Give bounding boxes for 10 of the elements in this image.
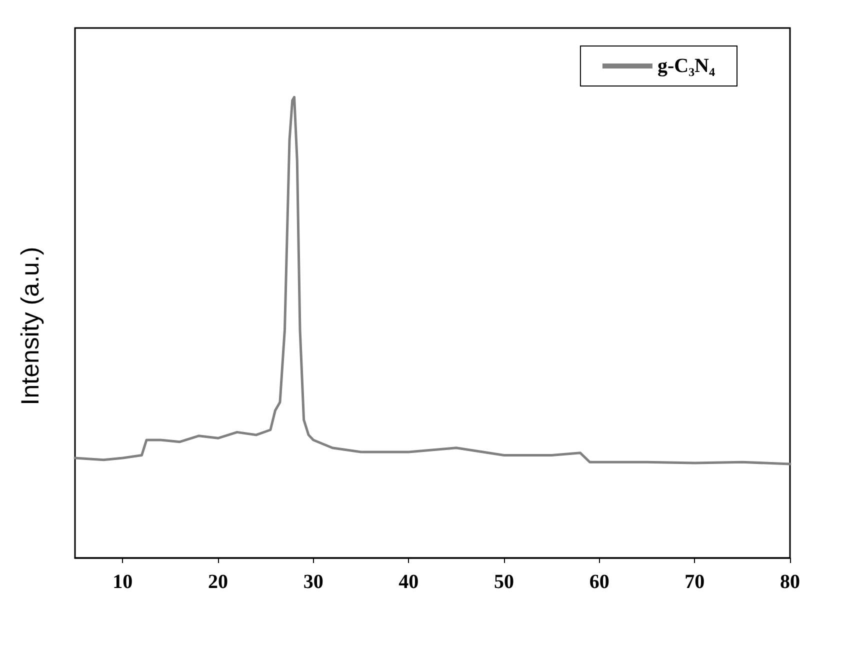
x-tick-label: 70 — [684, 571, 705, 593]
x-tick-label: 30 — [303, 571, 324, 593]
y-axis-title: Intensity (a.u.) — [16, 246, 44, 406]
x-tick-label: 50 — [494, 571, 514, 593]
x-tick-label: 10 — [112, 571, 133, 593]
x-tick-label: 60 — [589, 571, 610, 593]
x-tick-label: 80 — [780, 571, 800, 593]
x-tick-label: 40 — [398, 571, 419, 593]
x-tick-label: 20 — [208, 571, 228, 593]
legend-label: g-C₃N₄ — [657, 55, 716, 77]
